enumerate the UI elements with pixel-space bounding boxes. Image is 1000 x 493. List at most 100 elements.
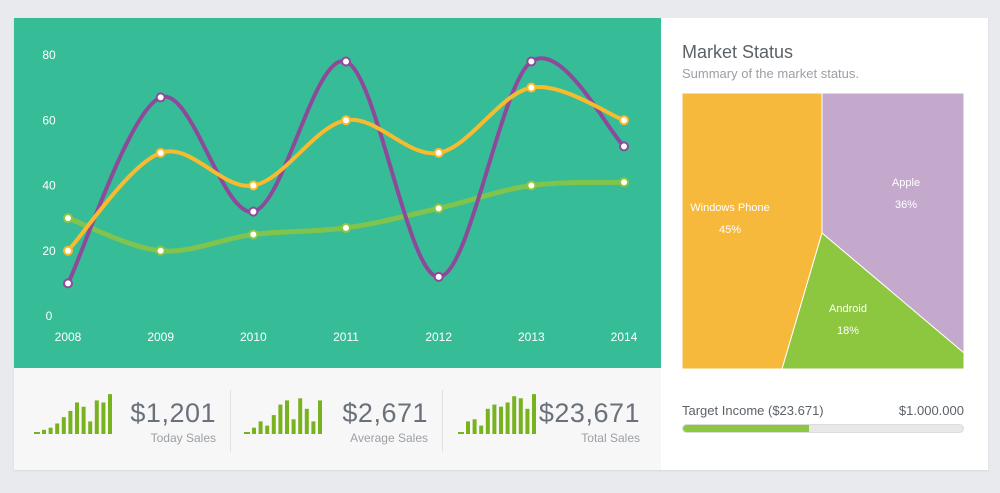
x-tick-label: 2013 — [518, 330, 545, 344]
y-tick-label: 80 — [42, 48, 56, 62]
total-sales-value: $23,671 — [538, 398, 640, 428]
target-income-progress-fill — [683, 425, 809, 432]
green-series-point[interactable] — [155, 245, 166, 256]
sparkline-bar — [499, 406, 503, 434]
sparkline-bar — [108, 394, 112, 434]
green-series-point[interactable] — [248, 229, 259, 240]
sparkline-bar — [466, 421, 470, 434]
market-status-subtitle: Summary of the market status. — [682, 66, 860, 81]
sparkline-bar — [252, 427, 256, 434]
sparkline-bar — [42, 429, 46, 434]
x-tick-label: 2012 — [425, 330, 452, 344]
sparkline-bar — [525, 408, 530, 434]
x-tick-label: 2011 — [333, 330, 359, 344]
sparkline-bar — [318, 400, 322, 434]
sales-line-chart: 0 20 40 60 80 2008 2009 2010 2011 2012 2013 2014 — [14, 18, 661, 368]
sparkline-bar — [278, 404, 283, 434]
target-income-label: Target Income ($23.671) — [682, 403, 824, 418]
sparkline-bar — [298, 398, 303, 434]
y-tick-label: 20 — [42, 244, 56, 258]
sparkline-bar — [479, 425, 484, 434]
sparkline-bar — [94, 400, 99, 434]
sparkline-bar — [505, 402, 510, 434]
sparkline-bar — [55, 423, 60, 434]
orange-series-point[interactable] — [155, 147, 166, 158]
purple-series-point[interactable] — [63, 278, 73, 289]
orange-series-point[interactable] — [433, 147, 444, 158]
stat-divider — [230, 390, 231, 452]
sparkline-bar — [492, 404, 497, 434]
apple-segment[interactable] — [821, 93, 964, 354]
sparkline-bar — [48, 427, 53, 434]
y-tick-label: 60 — [42, 113, 56, 127]
purple-series-point[interactable] — [433, 271, 444, 282]
green-series-point[interactable] — [341, 222, 351, 233]
orange-series-point[interactable] — [526, 82, 537, 93]
android-percent: 18% — [837, 325, 859, 337]
sparkline-bar — [485, 408, 490, 434]
orange-series-point[interactable] — [341, 115, 351, 126]
sparkline-bar — [518, 398, 523, 434]
x-tick-label: 2014 — [611, 330, 638, 344]
apple-percent: 36% — [895, 199, 917, 211]
average-sales-value: $2,671 — [342, 398, 428, 428]
y-tick-label: 40 — [42, 179, 56, 193]
sparkline-bar — [532, 394, 536, 434]
market-share-chart: Windows Phone 45% Apple 36% Android 18% — [682, 93, 964, 369]
sparkline-bar — [88, 421, 93, 434]
market-status-panel: Market Status Summary of the market stat… — [682, 18, 972, 470]
sparkline-bar — [285, 400, 289, 434]
windows-phone-label: Windows Phone — [690, 202, 770, 214]
green-series-point[interactable] — [526, 180, 537, 191]
today-sales-sparkline — [34, 394, 112, 434]
x-tick-label: 2010 — [240, 330, 267, 344]
x-tick-label: 2008 — [55, 330, 82, 344]
android-segment[interactable] — [781, 232, 964, 369]
android-label: Android — [829, 303, 867, 315]
market-status-title: Market Status — [682, 42, 794, 62]
green-series-point[interactable] — [63, 213, 73, 224]
apple-label: Apple — [892, 177, 920, 189]
orange-series-point[interactable] — [248, 180, 259, 191]
purple-series-point[interactable] — [341, 56, 351, 67]
orange-series-point[interactable] — [619, 115, 629, 126]
sparkline-bar — [472, 419, 477, 434]
dashboard-panel: 0 20 40 60 80 2008 2009 2010 2011 2012 2013 2014 $1… — [14, 18, 988, 470]
sparkline-bar — [304, 408, 309, 434]
windows-phone-percent: 45% — [719, 224, 741, 236]
sparkline-bar — [271, 415, 276, 434]
sparkline-bar — [68, 410, 73, 434]
line-chart-canvas: 0 20 40 60 80 2008 2009 2010 2011 2012 2013 2014 — [42, 48, 638, 344]
sparkline-baseline — [244, 432, 250, 434]
target-income-progress — [682, 424, 964, 433]
sparkline-bar — [81, 406, 86, 434]
green-series-point[interactable] — [433, 203, 444, 214]
green-series-point[interactable] — [619, 177, 629, 188]
sparkline-bar — [311, 421, 316, 434]
sparkline-bar — [101, 402, 106, 434]
stat-today-sales: $1,201 Today Sales — [34, 368, 216, 470]
purple-series-point[interactable] — [619, 141, 629, 152]
sparkline-bar — [291, 419, 296, 434]
sparkline-bar — [265, 425, 270, 434]
today-sales-label: Today Sales — [150, 431, 216, 445]
stat-average-sales: $2,671 Average Sales — [244, 368, 428, 470]
average-sales-sparkline — [244, 398, 322, 434]
purple-series-point[interactable] — [155, 92, 166, 103]
average-sales-label: Average Sales — [350, 431, 428, 445]
target-income-max: $1.000.000 — [898, 403, 964, 418]
sparkline-baseline — [458, 432, 464, 434]
orange-series-point[interactable] — [63, 245, 73, 256]
purple-series-point[interactable] — [526, 56, 537, 67]
purple-series-point[interactable] — [248, 206, 259, 217]
today-sales-value: $1,201 — [130, 398, 216, 428]
y-tick-label: 0 — [46, 309, 53, 323]
green-series-line — [65, 179, 627, 254]
sparkline-bar — [258, 421, 263, 434]
sparkline-bar — [61, 417, 66, 434]
total-sales-sparkline — [458, 394, 536, 434]
stats-row: $1,201 Today Sales $2,671 Average Sales … — [14, 368, 661, 470]
total-sales-label: Total Sales — [581, 431, 640, 445]
x-tick-label: 2009 — [147, 330, 174, 344]
sparkline-baseline — [34, 432, 40, 434]
